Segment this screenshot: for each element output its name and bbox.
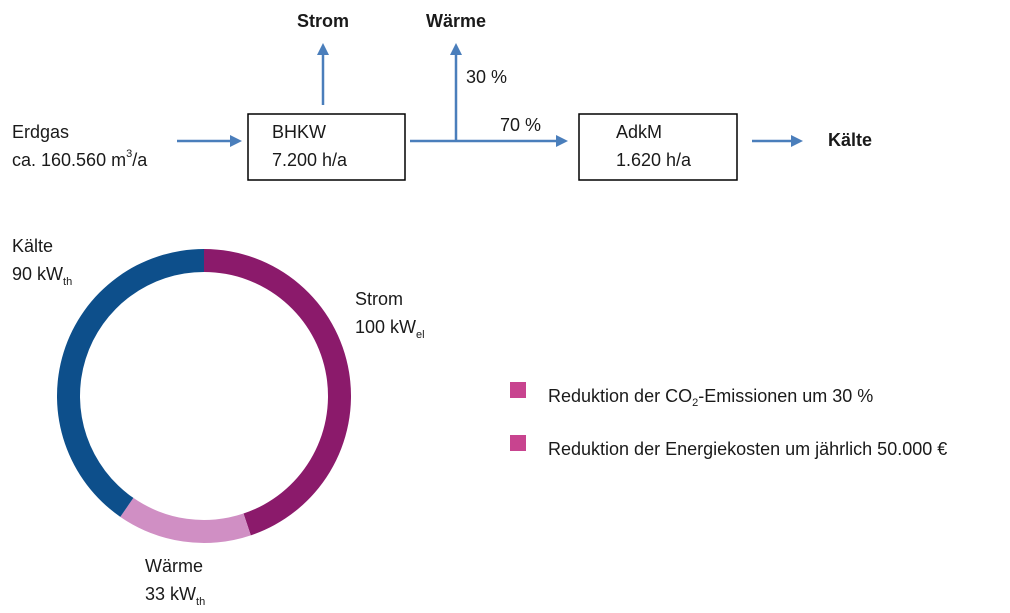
bullet: Reduktion der Energiekosten um jährlich …: [548, 439, 947, 459]
bhkw-hours: 7.200 h/a: [272, 150, 348, 170]
arrow-head: [556, 135, 568, 147]
bullets: Reduktion der CO2-Emissionen um 30 % Red…: [510, 382, 947, 459]
source-label: Erdgas: [12, 122, 69, 142]
segment-name: Kälte: [12, 236, 53, 256]
amount: ca. 160.560 m: [12, 150, 126, 170]
output-strom: Strom: [297, 11, 349, 31]
unit: kW: [170, 584, 196, 604]
bhkw-box: [247, 113, 406, 181]
bullet-text: Reduktion der CO: [548, 386, 692, 406]
donut-segment: [204, 249, 351, 536]
bullet-square: [510, 435, 526, 451]
bullet-sub: 2: [692, 397, 698, 409]
sup: 3: [126, 148, 132, 160]
bullet: Reduktion der CO2-Emissionen um 30 %: [548, 386, 873, 409]
segment-value: 100 kWel: [355, 317, 425, 341]
donut-segment: [120, 497, 251, 543]
bullet-square: [510, 382, 526, 398]
segment-name: Strom: [355, 289, 403, 309]
segment-name: Wärme: [145, 556, 203, 576]
adkm-box: [578, 113, 738, 181]
arrow-head: [317, 43, 329, 55]
arrow-head: [450, 43, 462, 55]
split-up: 30 %: [466, 67, 507, 87]
value: 33: [145, 584, 165, 604]
unit: kW: [390, 317, 416, 337]
bhkw-label: BHKW: [272, 122, 326, 142]
value: 100: [355, 317, 385, 337]
segment-value: 33 kWth: [145, 584, 205, 608]
subscript: th: [63, 276, 72, 288]
arrow-head: [230, 135, 242, 147]
bullet-rest: -Emissionen um 30 %: [698, 386, 873, 406]
split-right: 70 %: [500, 115, 541, 135]
subscript: el: [416, 329, 425, 341]
arrow-head: [791, 135, 803, 147]
donut-segment: [57, 249, 205, 517]
subscript: th: [196, 596, 205, 608]
source-amount: ca. 160.560 m3/a: [12, 148, 148, 170]
segment-value: 90 kWth: [12, 264, 72, 288]
value: 90: [12, 264, 32, 284]
output-waerme: Wärme: [426, 11, 486, 31]
adkm-hours: 1.620 h/a: [616, 150, 692, 170]
flow-diagram: Strom Wärme 30 % 70 % Kälte Erdgas ca. 1…: [12, 11, 872, 181]
output-kaelte: Kälte: [828, 130, 872, 150]
unit: /a: [132, 150, 148, 170]
unit: kW: [37, 264, 63, 284]
adkm-label: AdkM: [616, 122, 662, 142]
